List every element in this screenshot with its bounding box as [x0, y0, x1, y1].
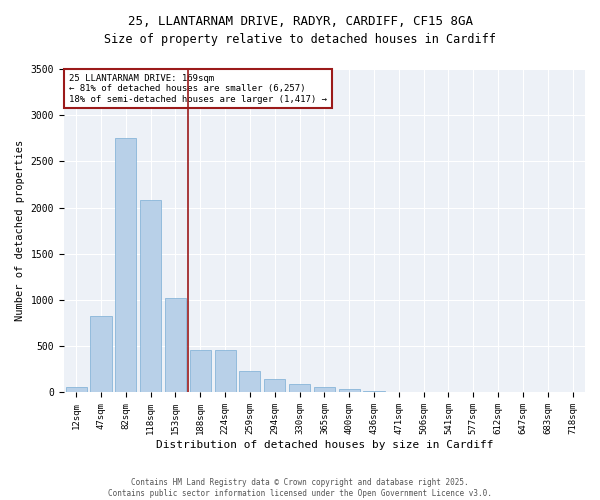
- Bar: [65, 388, 87, 392]
- Text: 25, LLANTARNAM DRIVE, RADYR, CARDIFF, CF15 8GA: 25, LLANTARNAM DRIVE, RADYR, CARDIFF, CF…: [128, 15, 473, 28]
- Bar: [264, 378, 285, 392]
- X-axis label: Distribution of detached houses by size in Cardiff: Distribution of detached houses by size …: [155, 440, 493, 450]
- Bar: [338, 389, 360, 392]
- Text: 25 LLANTARNAM DRIVE: 169sqm
← 81% of detached houses are smaller (6,257)
18% of : 25 LLANTARNAM DRIVE: 169sqm ← 81% of det…: [69, 74, 327, 104]
- Bar: [165, 298, 186, 392]
- Bar: [239, 371, 260, 392]
- Bar: [314, 388, 335, 392]
- Bar: [289, 384, 310, 392]
- Bar: [115, 138, 136, 392]
- Bar: [91, 316, 112, 392]
- Bar: [364, 390, 385, 392]
- Bar: [215, 350, 236, 393]
- Text: Contains HM Land Registry data © Crown copyright and database right 2025.
Contai: Contains HM Land Registry data © Crown c…: [108, 478, 492, 498]
- Bar: [190, 350, 211, 393]
- Y-axis label: Number of detached properties: Number of detached properties: [15, 140, 25, 322]
- Text: Size of property relative to detached houses in Cardiff: Size of property relative to detached ho…: [104, 32, 496, 46]
- Bar: [140, 200, 161, 392]
